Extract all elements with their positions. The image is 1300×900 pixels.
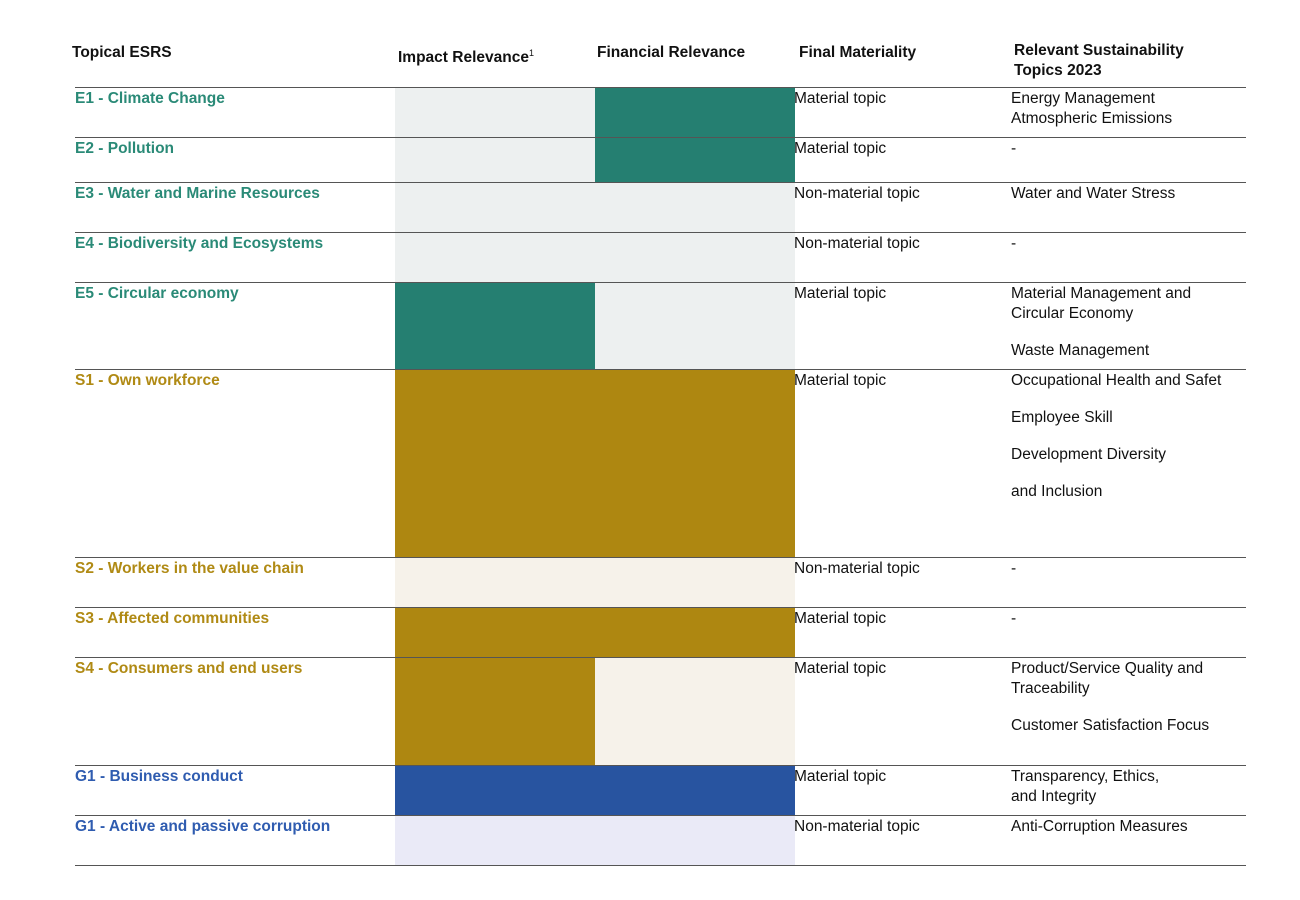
relevant-topics: - xyxy=(1011,234,1233,254)
header-financial-relevance: Financial Relevance xyxy=(597,44,746,61)
topic-g1-active-and-passive-corruption: G1 - Active and passive corruption xyxy=(75,818,331,835)
relevant-topics: Water and Water Stress xyxy=(1011,184,1233,204)
relevant-topic-item: Material Management and Circular Economy xyxy=(1011,285,1192,322)
impact-relevance-cell xyxy=(395,370,595,558)
topic-e2-pollution: E2 - Pollution xyxy=(75,140,175,157)
impact-relevance-cell xyxy=(395,816,595,866)
financial-relevance-cell xyxy=(595,88,795,138)
table-bottom-rule xyxy=(75,865,1246,866)
table-row: E2 - Pollution Material topic - xyxy=(75,137,1246,183)
table-row: E3 - Water and Marine Resources Non-mater… xyxy=(75,182,1246,233)
relevant-topics: Product/Service Quality and Traceability… xyxy=(1011,659,1233,736)
header-topical-esrs: Topical ESRS xyxy=(72,44,172,61)
table-row: S2 - Workers in the value chain Non-mater… xyxy=(75,557,1246,608)
table-row: E5 - Circular economy Material topic Mater… xyxy=(75,282,1246,370)
financial-relevance-cell xyxy=(595,766,795,816)
footnote-marker: 1 xyxy=(528,48,534,58)
relevant-topic-item: Water and Water Stress xyxy=(1011,185,1176,202)
impact-relevance-cell xyxy=(395,88,595,138)
final-materiality: Material topic xyxy=(794,768,887,785)
final-materiality: Material topic xyxy=(794,140,887,157)
final-materiality: Material topic xyxy=(794,90,887,107)
impact-relevance-cell xyxy=(395,283,595,370)
header-impact-relevance: Impact Relevance1 xyxy=(398,43,534,68)
topic-g1-business-conduct: G1 - Business conduct xyxy=(75,768,243,785)
relevant-topics: Transparency, Ethics, and Integrity xyxy=(1011,767,1233,807)
relevant-topic-item: Customer Satisfaction Focus xyxy=(1011,717,1210,734)
relevant-topic-item: Employee Skill xyxy=(1011,409,1113,426)
relevant-topics: - xyxy=(1011,139,1233,159)
topic-s4-consumers-and-end-users: S4 - Consumers and end users xyxy=(75,660,303,677)
impact-relevance-cell xyxy=(395,183,595,233)
final-materiality: Non-material topic xyxy=(794,560,920,577)
table-row: S3 - Affected communities Material topic - xyxy=(75,607,1246,658)
impact-relevance-cell xyxy=(395,658,595,766)
impact-relevance-cell xyxy=(395,233,595,283)
relevant-topic-item: - xyxy=(1011,140,1017,157)
topic-s1-own-workforce: S1 - Own workforce xyxy=(75,372,220,389)
financial-relevance-cell xyxy=(595,233,795,283)
table-row: S1 - Own workforce Material topic Occupati… xyxy=(75,369,1246,558)
final-materiality: Non-material topic xyxy=(794,818,920,835)
table-row: E1 - Climate Change Material topic Energy … xyxy=(75,87,1246,138)
impact-relevance-cell xyxy=(395,558,595,608)
relevant-topic-item: Occupational Health and Safet xyxy=(1011,372,1222,389)
impact-relevance-cell xyxy=(395,608,595,658)
header-relevant-topics: Relevant Sustainability Topics 2023 xyxy=(1014,42,1184,79)
financial-relevance-cell xyxy=(595,558,795,608)
topic-e3-water-and-marine-resources: E3 - Water and Marine Resources xyxy=(75,185,320,202)
relevant-topic-item: - xyxy=(1011,560,1017,577)
final-materiality: Material topic xyxy=(794,372,887,389)
financial-relevance-cell xyxy=(595,658,795,766)
table-row: S4 - Consumers and end users Material top… xyxy=(75,657,1246,766)
relevant-topic-item: Anti-Corruption Measures xyxy=(1011,818,1188,835)
table-row: G1 - Active and passive corruption Non-ma… xyxy=(75,815,1246,866)
header-impact-label: Impact Relevance xyxy=(398,49,529,67)
relevant-topics: Occupational Health and Safet Employee Sk… xyxy=(1011,371,1233,502)
impact-relevance-cell xyxy=(395,766,595,816)
financial-relevance-cell xyxy=(595,283,795,370)
final-materiality: Material topic xyxy=(794,285,887,302)
table-row: G1 - Business conduct Material topic Trans… xyxy=(75,765,1246,816)
relevant-topics: Energy Management Atmospheric Emissions xyxy=(1011,89,1233,129)
header-final-materiality: Final Materiality xyxy=(799,44,917,61)
financial-relevance-cell xyxy=(595,183,795,233)
relevant-topic-item: - xyxy=(1011,235,1017,252)
table-row: E4 - Biodiversity and Ecosystems Non-mate… xyxy=(75,232,1246,283)
final-materiality: Non-material topic xyxy=(794,185,920,202)
final-materiality: Non-material topic xyxy=(794,235,920,252)
relevant-topic-item: Waste Management xyxy=(1011,342,1150,359)
impact-relevance-cell xyxy=(395,138,595,183)
financial-relevance-cell xyxy=(595,138,795,183)
final-materiality: Material topic xyxy=(794,610,887,627)
relevant-topics: Material Management and Circular Economy… xyxy=(1011,284,1233,361)
relevant-topic-item: Energy Management Atmospheric Emissions xyxy=(1011,90,1173,127)
relevant-topic-item: Product/Service Quality and Traceability xyxy=(1011,660,1204,697)
relevant-topics: Anti-Corruption Measures xyxy=(1011,817,1233,837)
relevant-topic-item: and Inclusion xyxy=(1011,483,1103,500)
relevant-topic-item: Development Diversity xyxy=(1011,446,1167,463)
topic-s3-affected-communities: S3 - Affected communities xyxy=(75,610,270,627)
relevant-topics: - xyxy=(1011,609,1233,629)
relevant-topic-item: - xyxy=(1011,610,1017,627)
financial-relevance-cell xyxy=(595,608,795,658)
topic-e4-biodiversity-and-ecosystems: E4 - Biodiversity and Ecosystems xyxy=(75,235,324,252)
financial-relevance-cell xyxy=(595,816,795,866)
financial-relevance-cell xyxy=(595,370,795,558)
relevant-topic-item: Transparency, Ethics, and Integrity xyxy=(1011,768,1160,805)
relevant-topics: - xyxy=(1011,559,1233,579)
topic-e1-climate-change: E1 - Climate Change xyxy=(75,90,225,107)
final-materiality: Material topic xyxy=(794,660,887,677)
topic-e5-circular-economy: E5 - Circular economy xyxy=(75,285,239,302)
topic-s2-workers-in-the-value-chain: S2 - Workers in the value chain xyxy=(75,560,304,577)
